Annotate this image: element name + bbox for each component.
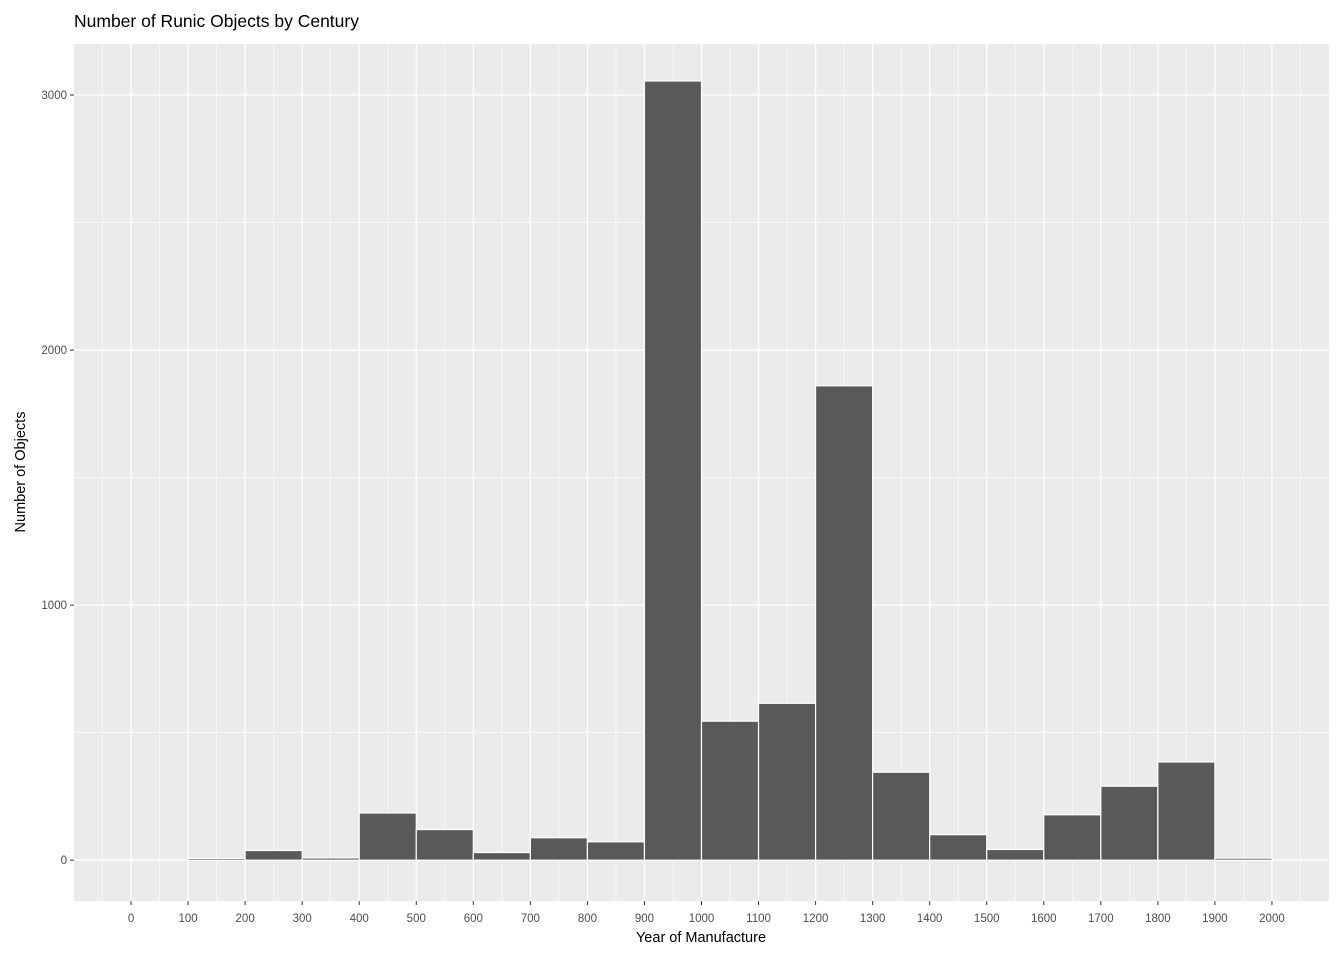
bar	[986, 848, 1045, 861]
y-tick-label: 1000	[41, 600, 67, 612]
x-tick-label: 1900	[1202, 913, 1228, 925]
bar	[814, 385, 874, 861]
x-tick-label: 800	[578, 913, 597, 925]
x-tick-label: 700	[521, 913, 540, 925]
bar	[586, 841, 646, 861]
y-tick-label: 0	[61, 855, 67, 867]
x-tick-label: 1000	[689, 913, 715, 925]
x-tick-label: 1500	[974, 913, 1000, 925]
bar	[1100, 785, 1159, 861]
x-tick-label: 1200	[803, 913, 829, 925]
x-tick-label: 1600	[1031, 913, 1057, 925]
bars	[187, 80, 1273, 861]
x-axis-title: Year of Manufacture	[636, 930, 766, 946]
x-axis: 0 100 200 300 400 500 600 700 800 900 1000 1100 1200…	[128, 901, 1285, 925]
bar	[472, 851, 531, 861]
bar	[700, 720, 760, 861]
bar	[301, 857, 360, 861]
x-tick-label: 900	[635, 913, 654, 925]
x-tick-label: 300	[293, 913, 312, 925]
bar	[244, 849, 303, 861]
y-tick-label: 2000	[41, 345, 67, 357]
chart-title: Number of Runic Objects by Century	[74, 11, 359, 31]
bar	[929, 834, 988, 861]
y-tick-label: 3000	[41, 90, 67, 102]
x-tick-label: 100	[178, 913, 197, 925]
x-tick-label: 0	[128, 913, 134, 925]
bar	[187, 857, 246, 861]
x-tick-label: 1100	[746, 913, 771, 925]
x-tick-label: 1400	[917, 913, 943, 925]
y-axis-title: Number of Objects	[13, 412, 29, 533]
x-tick-label: 1700	[1088, 913, 1114, 925]
x-tick-label: 200	[236, 913, 255, 925]
x-tick-label: 400	[350, 913, 369, 925]
x-tick-label: 1800	[1145, 913, 1171, 925]
bar	[643, 80, 703, 861]
x-tick-label: 2000	[1259, 913, 1285, 925]
y-axis: 0 1000 2000 3000	[41, 90, 74, 867]
bar	[529, 837, 589, 861]
bar	[1214, 857, 1273, 861]
bar	[757, 702, 817, 861]
bar	[415, 828, 474, 861]
bar	[872, 771, 931, 861]
bar	[358, 812, 417, 861]
x-tick-label: 1300	[860, 913, 886, 925]
x-tick-label: 600	[464, 913, 483, 925]
bar	[1157, 761, 1216, 861]
bar	[1043, 814, 1102, 861]
x-tick-label: 500	[407, 913, 426, 925]
